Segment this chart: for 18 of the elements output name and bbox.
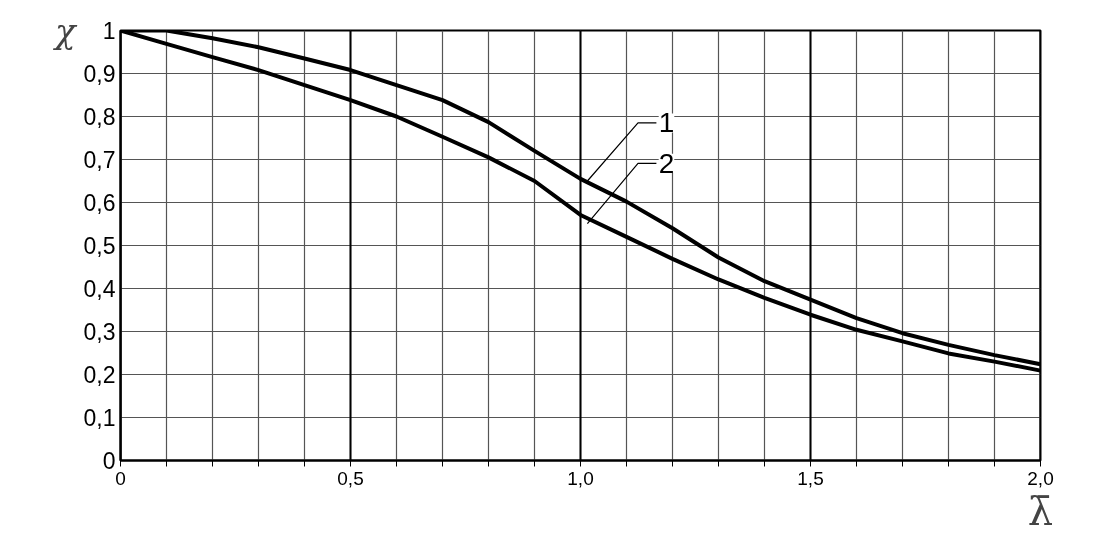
y-tick-label: 0,7: [83, 147, 116, 173]
legend-label: 2: [658, 147, 675, 179]
x-tick-label: 1,5: [797, 467, 824, 489]
text: 1: [658, 107, 675, 139]
y-tick-label: 0,6: [83, 190, 116, 216]
y-tick-label: 0,3: [83, 319, 116, 345]
y-tick-label: 0,8: [83, 104, 116, 130]
y-tick-label: 0,2: [83, 362, 116, 388]
x-tick-label: 2,0: [1027, 467, 1054, 489]
y-axis-title: χ: [52, 10, 78, 51]
x-tick-label: 1,0: [567, 467, 594, 489]
y-tick-label: 0,1: [83, 405, 116, 431]
y-tick-label: 0,4: [83, 276, 116, 302]
y-tick-label: 0,5: [83, 233, 116, 259]
y-tick-label: 1: [102, 18, 116, 44]
x-axis-title: λ̄: [1027, 487, 1054, 534]
y-tick-label: 0,9: [83, 61, 116, 87]
x-tick-label: 0,5: [337, 467, 364, 489]
